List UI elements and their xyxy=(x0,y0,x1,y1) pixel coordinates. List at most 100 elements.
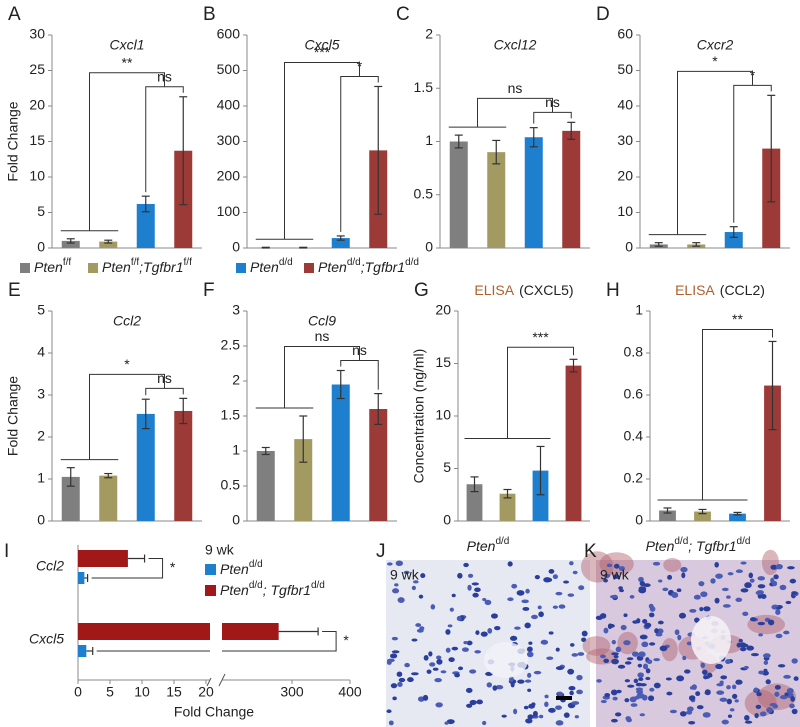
nucleus xyxy=(746,645,755,651)
nucleus xyxy=(411,585,416,591)
label: Ptenf/f xyxy=(34,257,71,275)
y-tick-label: 15 xyxy=(435,354,451,370)
significance-bracket xyxy=(60,72,165,232)
panel-label: C xyxy=(396,4,410,25)
bar xyxy=(78,550,128,567)
nucleus xyxy=(626,657,634,661)
panel-label: E xyxy=(8,280,21,301)
y-tick-label: 1 xyxy=(37,470,45,486)
legend-swatch xyxy=(205,564,216,575)
nucleus xyxy=(722,604,731,608)
name-sup: d/d xyxy=(249,580,263,591)
nucleus xyxy=(608,623,615,628)
nucleus xyxy=(695,691,701,697)
nucleus xyxy=(759,711,767,717)
y-tick-label: 10 xyxy=(617,203,633,219)
nucleus xyxy=(698,581,705,587)
nucleus xyxy=(735,679,743,685)
nucleus xyxy=(570,643,575,647)
nucleus xyxy=(710,578,716,584)
nucleus xyxy=(658,579,663,583)
nucleus xyxy=(757,584,766,589)
nucleus xyxy=(513,708,518,715)
note: 9 wk xyxy=(390,567,420,583)
nucleus xyxy=(404,662,410,668)
y-tick-label: 0 xyxy=(625,239,633,255)
label: Ptend/d xyxy=(250,257,293,275)
significance-label: *** xyxy=(532,329,549,345)
nucleus xyxy=(686,709,693,715)
nucleus xyxy=(721,587,729,592)
nucleus xyxy=(646,659,653,665)
nucleus xyxy=(435,702,443,708)
nucleus xyxy=(655,632,663,637)
nucleus xyxy=(749,578,755,583)
nucleus xyxy=(558,604,566,609)
nucleus xyxy=(531,614,538,620)
y-tick-label: 2 xyxy=(232,372,240,388)
nucleus xyxy=(618,586,623,590)
name-part: ;Tgfbr1 xyxy=(361,259,405,275)
nucleus xyxy=(386,562,393,566)
bar xyxy=(331,384,350,521)
nucleus xyxy=(603,578,608,583)
nucleus xyxy=(467,573,474,578)
nucleus xyxy=(548,707,556,713)
nucleus xyxy=(789,578,797,584)
nucleus xyxy=(643,583,651,588)
nucleus xyxy=(635,682,643,687)
y-tick-label: 10 xyxy=(435,407,451,423)
assay: ELISA xyxy=(474,282,514,298)
y-tick-label: 4 xyxy=(37,344,45,360)
nucleus xyxy=(495,684,504,690)
nucleus xyxy=(653,682,661,689)
nucleus xyxy=(729,708,735,712)
nucleus xyxy=(448,657,455,663)
nucleus xyxy=(758,670,765,675)
nucleus xyxy=(611,718,618,723)
nucleus xyxy=(716,690,725,695)
nucleus xyxy=(617,664,626,669)
nucleus xyxy=(563,712,570,718)
significance-bracket xyxy=(448,97,553,128)
nucleus xyxy=(606,563,613,568)
nucleus xyxy=(676,675,685,682)
nucleus xyxy=(440,670,447,674)
nucleus xyxy=(715,573,723,579)
bar xyxy=(99,241,118,248)
nucleus xyxy=(463,562,469,568)
nucleus xyxy=(703,606,711,612)
name-part: Pten xyxy=(220,582,249,598)
nucleus xyxy=(571,653,579,657)
nucleus xyxy=(525,588,530,594)
y-tick-label: 20 xyxy=(435,302,451,318)
stain xyxy=(582,636,611,656)
nucleus xyxy=(611,658,619,665)
nucleus xyxy=(392,696,397,701)
bar xyxy=(449,141,468,248)
y-tick-label: 60 xyxy=(617,26,633,42)
nucleus xyxy=(463,641,468,645)
bar xyxy=(729,513,746,521)
stain xyxy=(661,638,678,662)
nucleus xyxy=(678,612,687,619)
nucleus xyxy=(390,683,398,689)
nucleus xyxy=(754,713,759,719)
nucleus xyxy=(735,597,743,602)
panel-label: G xyxy=(414,280,429,301)
nucleus xyxy=(612,574,620,579)
nucleus xyxy=(632,620,639,624)
nucleus xyxy=(397,597,405,604)
nucleus xyxy=(727,572,734,576)
significance-bracket xyxy=(648,70,753,236)
nucleus xyxy=(677,634,682,641)
nucleus xyxy=(738,638,743,643)
nucleus xyxy=(648,612,655,618)
name-sup: d/d xyxy=(674,536,688,547)
nucleus xyxy=(544,694,549,699)
nucleus xyxy=(391,636,399,641)
alveolus xyxy=(691,616,731,664)
nucleus xyxy=(615,646,622,653)
category-label: Ccl2 xyxy=(36,558,64,574)
nucleus xyxy=(484,599,492,606)
